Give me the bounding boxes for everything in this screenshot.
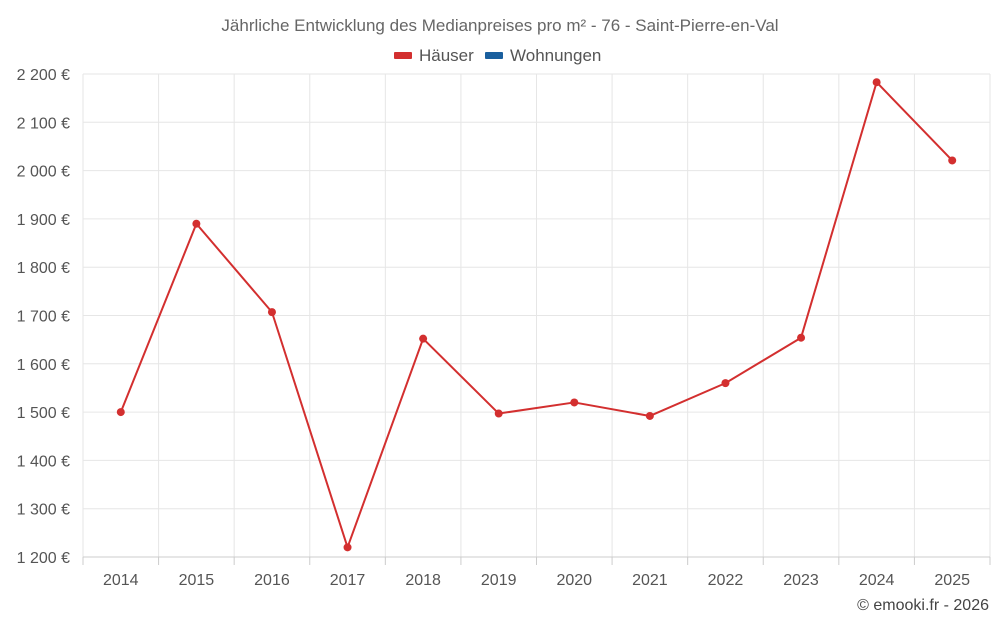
legend-swatch-wohnungen bbox=[485, 52, 503, 59]
series-haeuser bbox=[116, 78, 957, 552]
y-tick-label: 1 600 € bbox=[17, 357, 70, 374]
chart-title: Jährliche Entwicklung des Medianpreises … bbox=[221, 16, 778, 35]
x-tick-label: 2022 bbox=[708, 572, 744, 589]
grid bbox=[82, 73, 991, 558]
y-tick-label: 1 800 € bbox=[17, 260, 70, 277]
data-point[interactable] bbox=[645, 411, 654, 420]
y-axis: 2 200 € 2 100 € 2 000 € 1 900 € 1 800 € 1 700… bbox=[17, 67, 70, 567]
x-tick-label: 2021 bbox=[632, 572, 668, 589]
data-point[interactable] bbox=[419, 334, 428, 343]
series-line bbox=[119, 81, 953, 549]
legend-label-wohnungen: Wohnungen bbox=[510, 46, 601, 65]
data-point[interactable] bbox=[494, 409, 503, 418]
data-point[interactable] bbox=[948, 156, 957, 165]
data-point[interactable] bbox=[267, 308, 276, 317]
x-tick-label: 2014 bbox=[103, 572, 139, 589]
y-tick-label: 1 500 € bbox=[17, 405, 70, 422]
legend-item-wohnungen[interactable]: Wohnungen bbox=[485, 46, 601, 65]
y-tick-label: 2 200 € bbox=[17, 67, 70, 84]
data-point[interactable] bbox=[343, 543, 352, 552]
x-tick-label: 2020 bbox=[556, 572, 592, 589]
y-tick-label: 1 400 € bbox=[17, 453, 70, 470]
y-tick-label: 2 100 € bbox=[17, 115, 70, 132]
data-point[interactable] bbox=[721, 379, 730, 388]
legend-item-haeuser[interactable]: Häuser bbox=[394, 46, 474, 65]
data-point[interactable] bbox=[570, 398, 579, 407]
x-tick-label: 2017 bbox=[330, 572, 366, 589]
x-tick-label: 2018 bbox=[405, 572, 441, 589]
y-tick-label: 1 700 € bbox=[17, 309, 70, 326]
y-tick-label: 1 900 € bbox=[17, 212, 70, 229]
data-point[interactable] bbox=[872, 78, 881, 87]
x-tick-label: 2024 bbox=[859, 572, 895, 589]
y-tick-label: 1 300 € bbox=[17, 502, 70, 519]
x-tick-label: 2016 bbox=[254, 572, 290, 589]
x-tick-label: 2019 bbox=[481, 572, 517, 589]
data-point[interactable] bbox=[192, 219, 201, 228]
x-tick-label: 2025 bbox=[934, 572, 970, 589]
legend: Häuser Wohnungen bbox=[394, 46, 601, 65]
legend-swatch-haeuser bbox=[394, 52, 412, 59]
legend-label-haeuser: Häuser bbox=[419, 46, 474, 65]
credit-text: © emooki.fr - 2026 bbox=[857, 597, 989, 614]
data-point[interactable] bbox=[797, 333, 806, 342]
data-point[interactable] bbox=[116, 408, 125, 417]
x-tick-label: 2015 bbox=[179, 572, 215, 589]
x-axis: 2014 2015 2016 2017 2018 2019 2020 2021 2022 2023… bbox=[82, 556, 991, 589]
y-tick-label: 1 200 € bbox=[17, 550, 70, 567]
y-tick-label: 2 000 € bbox=[17, 164, 70, 181]
x-tick-label: 2023 bbox=[783, 572, 819, 589]
